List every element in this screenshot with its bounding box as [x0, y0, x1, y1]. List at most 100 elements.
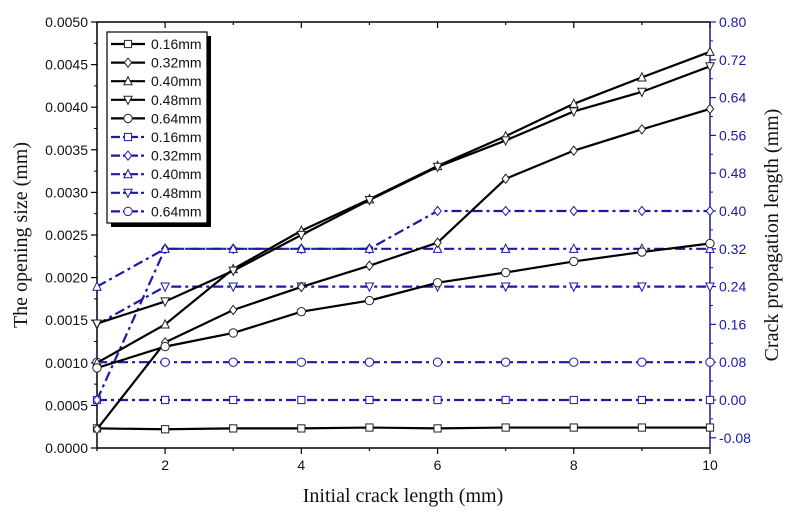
- triangle-down-marker-icon: [228, 266, 239, 277]
- left-tick-label: 0.0010: [45, 355, 88, 371]
- legend-item: 0.40mm: [111, 166, 202, 182]
- circle-marker-icon: [569, 256, 579, 267]
- square-marker-icon: [229, 424, 238, 433]
- circle-marker-icon: [228, 357, 238, 367]
- triangle-up-marker-icon: [160, 318, 171, 329]
- legend-item: 0.48mm: [111, 92, 202, 108]
- legend-item: 0.48mm: [111, 185, 202, 201]
- triangle-up-legend-icon: [123, 75, 133, 86]
- triangle-up-legend-icon: [123, 168, 133, 179]
- diamond-legend-icon: [123, 150, 133, 162]
- square-marker-icon: [161, 395, 170, 405]
- right-tick-label: 0.16: [719, 316, 746, 332]
- circle-marker-icon: [92, 363, 102, 373]
- diamond-legend-icon: [123, 57, 133, 69]
- square-marker-icon: [569, 423, 578, 432]
- x-tick-label: 8: [570, 457, 578, 473]
- diamond-marker-icon: [433, 237, 442, 249]
- circle-legend-icon: [123, 113, 133, 124]
- triangle-down-legend-icon: [123, 188, 133, 199]
- legend-label: 0.64mm: [151, 203, 202, 219]
- series-line: [96, 247, 710, 288]
- triangle-down-marker-icon: [500, 136, 511, 147]
- x-tick-label: 6: [434, 457, 442, 473]
- x-tick-label: 10: [702, 457, 718, 473]
- triangle-up-marker-icon: [432, 243, 443, 253]
- square-marker-icon: [365, 395, 374, 405]
- diamond-marker-icon: [92, 423, 102, 435]
- triangle-down-marker-icon: [296, 230, 307, 241]
- legend-box: [106, 31, 208, 224]
- triangle-down-marker-icon: [705, 62, 715, 73]
- square-legend-icon: [123, 39, 133, 49]
- triangle-up-marker-icon: [296, 243, 307, 253]
- square-marker-icon: [705, 395, 715, 405]
- square-marker-icon: [161, 425, 170, 434]
- right-y-axis-title: Crack propagation length (mm): [761, 109, 783, 362]
- circle-marker-icon: [296, 357, 307, 367]
- square-legend-icon: [123, 132, 133, 142]
- legend-label: 0.16mm: [151, 129, 202, 145]
- legend-item: 0.16mm: [111, 129, 202, 145]
- left-tick-label: 0.0040: [45, 99, 88, 115]
- triangle-down-marker-icon: [636, 87, 647, 98]
- series-right-0_64mm: [92, 357, 715, 367]
- legend-label: 0.40mm: [151, 166, 202, 182]
- diamond-marker-icon: [705, 205, 715, 217]
- series-right-0_16mm: [92, 395, 715, 405]
- triangle-down-marker-icon: [568, 282, 579, 293]
- triangle-down-marker-icon: [364, 282, 375, 293]
- circle-marker-icon: [500, 357, 511, 367]
- x-tick-label: 2: [161, 457, 169, 473]
- circle-marker-icon: [432, 278, 443, 288]
- right-tick-label: 0.08: [719, 354, 746, 370]
- legend-item: 0.16mm: [111, 36, 202, 52]
- left-y-axis-title: The opening size (mm): [10, 142, 32, 328]
- right-tick-label: 0.40: [719, 203, 746, 219]
- series-layer: [92, 46, 715, 435]
- series-right-0_32mm: [92, 205, 715, 406]
- triangle-up-marker-icon: [228, 243, 239, 253]
- legend-label: 0.16mm: [151, 36, 202, 52]
- circle-marker-icon: [705, 357, 715, 367]
- diamond-marker-icon: [569, 145, 579, 157]
- square-marker-icon: [705, 423, 715, 432]
- x-axis-title: Initial crack length (mm): [303, 485, 503, 507]
- triangle-down-marker-icon: [228, 282, 239, 293]
- diamond-marker-icon: [365, 260, 374, 272]
- triangle-up-marker-icon: [636, 71, 647, 82]
- legend: 0.16mm 0.32mm 0.40mm 0.48mm 0.64mm 0.16mm 0.32…: [106, 31, 211, 227]
- triangle-down-marker-icon: [160, 297, 171, 308]
- series-left-0_32mm: [92, 103, 715, 435]
- series-line: [96, 65, 711, 325]
- left-tick-label: 0.0005: [45, 397, 88, 413]
- right-tick-label: 0.48: [719, 165, 746, 181]
- left-tick-label: 0.0035: [45, 142, 88, 158]
- legend-item: 0.32mm: [111, 55, 202, 71]
- triangle-up-marker-icon: [705, 243, 715, 253]
- square-marker-icon: [229, 395, 238, 405]
- x-tick-label: 4: [297, 457, 305, 473]
- circle-marker-icon: [705, 238, 715, 249]
- circle-marker-icon: [228, 328, 238, 338]
- square-marker-icon: [297, 424, 306, 433]
- circle-marker-icon: [569, 357, 579, 367]
- triangle-up-marker-icon: [160, 243, 171, 253]
- right-tick-label: -0.08: [719, 430, 751, 446]
- legend-label: 0.64mm: [151, 110, 202, 126]
- circle-marker-icon: [500, 267, 511, 278]
- right-tick-label: 0.00: [719, 392, 746, 408]
- left-tick-label: 0.0015: [45, 312, 88, 328]
- legend-label: 0.48mm: [151, 92, 202, 108]
- series-left-0_48mm: [92, 62, 715, 330]
- legend-label: 0.32mm: [151, 55, 202, 71]
- square-marker-icon: [637, 423, 646, 432]
- right-tick-label: 0.64: [719, 90, 746, 106]
- triangle-down-marker-icon: [705, 282, 715, 293]
- series-left-0_64mm: [92, 238, 715, 373]
- right-tick-label: 0.32: [719, 241, 746, 257]
- left-tick-label: 0.0000: [45, 440, 88, 456]
- diamond-marker-icon: [705, 103, 715, 115]
- right-tick-label: 0.80: [719, 14, 746, 30]
